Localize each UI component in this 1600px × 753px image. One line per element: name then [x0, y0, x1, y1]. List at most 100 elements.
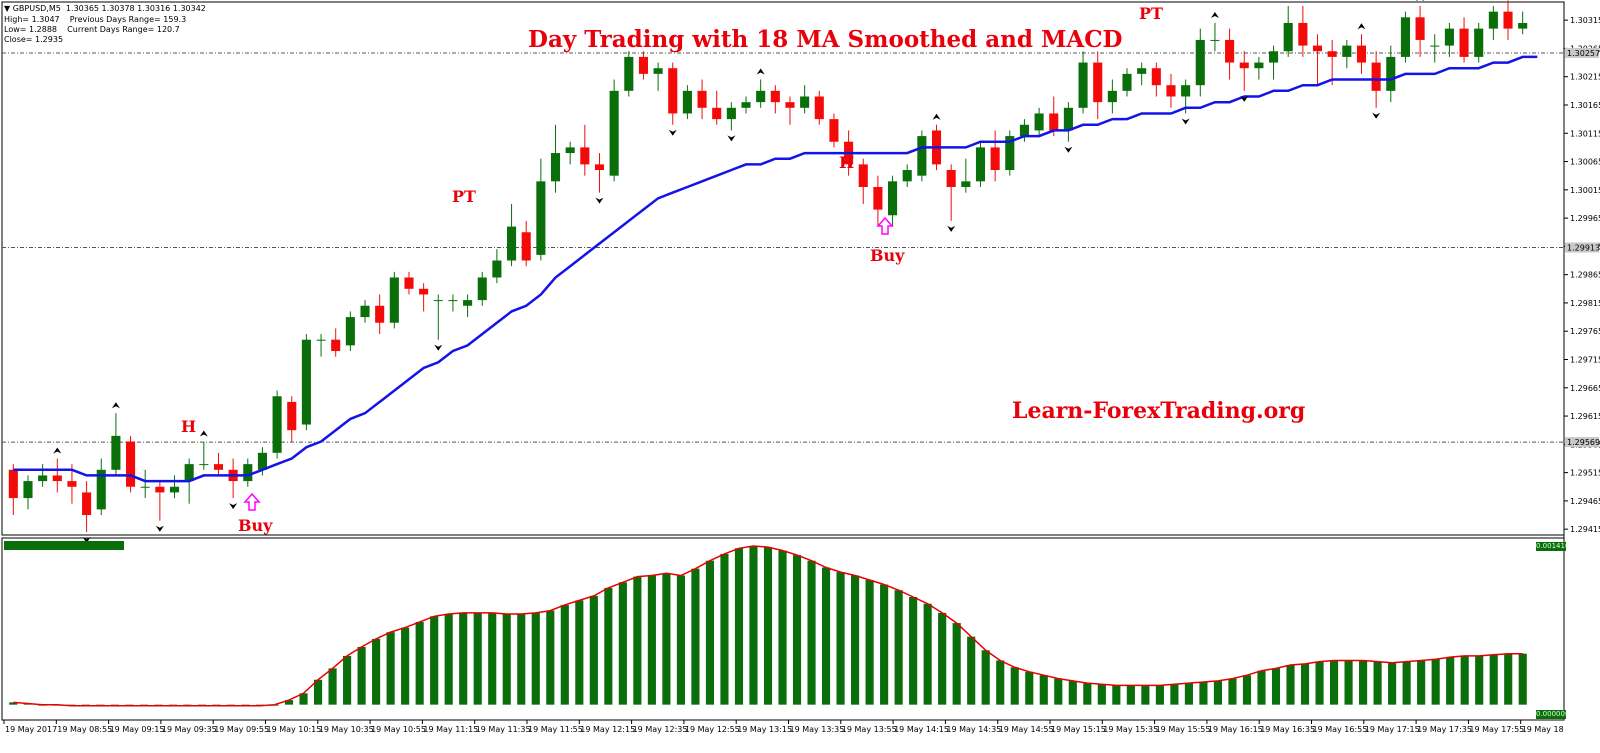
macd-bar [1184, 683, 1193, 705]
bull-candle [1005, 136, 1015, 171]
price-label: 1.29515 [1570, 469, 1600, 478]
time-label: 19 May 17:55 [1469, 725, 1524, 734]
symbol-text: GBPUSD,M5 1.30365 1.30378 1.30316 1.3034… [12, 4, 206, 13]
time-label: 19 May 17:15 [1365, 725, 1420, 734]
buy-label-2: Buy [870, 246, 905, 265]
fractal-up-marker [111, 402, 120, 409]
macd-bar [1402, 661, 1411, 705]
chart-close-line: Close= 1.2935 [4, 35, 63, 45]
macd-bar [343, 655, 352, 705]
fractal-down-marker [434, 344, 443, 351]
fractal-down-marker [595, 197, 604, 204]
macd-bar [386, 632, 395, 705]
macd-bar [459, 612, 468, 705]
bear-candle [67, 481, 77, 487]
bear-candle [873, 186, 883, 210]
bear-candle [375, 305, 385, 323]
time-label: 19 May 08:55 [57, 725, 112, 734]
bear-candle [858, 164, 868, 187]
bull-candle [902, 170, 912, 182]
macd-bar [880, 584, 889, 705]
macd-bar [1155, 685, 1164, 705]
buy-arrow-icon [243, 492, 261, 511]
price-label: 1.30015 [1570, 186, 1600, 195]
pt-label-2: PT [1139, 4, 1163, 23]
bear-candle [1225, 39, 1235, 63]
macd-bar [1359, 660, 1368, 705]
macd-indicator-label: MACD(12,26,9) 0.00079 0.00081 [4, 541, 124, 550]
bear-candle [1312, 45, 1323, 52]
macd-bar [531, 612, 540, 705]
bull-candle [463, 300, 473, 306]
bear-candle [1415, 17, 1425, 40]
bear-candle [1239, 62, 1249, 69]
price-axis: 1.303151.302651.302151.301651.301151.300… [1564, 16, 1600, 534]
macd-bar [807, 560, 816, 705]
macd-bar [1504, 653, 1513, 705]
level-tag [1565, 242, 1599, 253]
fractal-down-marker [727, 135, 736, 142]
bear-candle [1459, 28, 1469, 57]
bear-candle [785, 102, 795, 108]
macd-bar [967, 636, 976, 705]
bull-candle [199, 464, 209, 466]
chart-low-line: Low= 1.2888 Current Days Range= 120.7 [4, 25, 180, 35]
bull-candle [389, 277, 399, 323]
bull-candle [653, 68, 663, 74]
time-label: 19 May 13:35 [790, 725, 845, 734]
macd-zero-label: 0.000000 [1536, 710, 1566, 719]
fractal-up-marker [53, 447, 62, 454]
price-label: 1.29465 [1570, 497, 1600, 506]
bull-candle [975, 147, 986, 182]
macd-bar [575, 600, 584, 705]
fractal-markers [53, 0, 1425, 543]
bull-candle [243, 464, 253, 482]
macd-bar [865, 580, 874, 705]
macd-bar [894, 590, 903, 705]
macd-histogram [9, 546, 1527, 706]
time-label: 19 May 09:55 [214, 725, 269, 734]
macd-bar [1141, 685, 1150, 705]
price-label: 1.29815 [1570, 299, 1600, 308]
bull-candle [550, 153, 561, 182]
macd-signal-line [13, 545, 1523, 707]
price-label: 1.29415 [1570, 525, 1600, 534]
macd-bar [1126, 685, 1135, 705]
time-label: 19 May 18 [1522, 725, 1564, 734]
chart-symbol-line: ▼ GBPUSD,M5 1.30365 1.30378 1.30316 1.30… [4, 4, 206, 13]
time-label: 19 May 16:15 [1208, 725, 1263, 734]
bear-candle [213, 464, 224, 470]
macd-bar [662, 573, 671, 705]
high-text: High= 1.3047 [4, 15, 60, 24]
bull-candle [111, 435, 121, 470]
macd-bar [763, 547, 773, 705]
fractal-down-marker [229, 503, 238, 510]
time-label: 19 May 14:15 [894, 725, 949, 734]
macd-bar [401, 627, 410, 705]
bull-candle [272, 396, 282, 453]
bull-candle [448, 300, 458, 302]
macd-bar [1460, 655, 1469, 705]
macd-bar [821, 567, 831, 705]
bull-candle [726, 107, 736, 120]
macd-bar [1242, 675, 1252, 705]
macd-bar [1054, 678, 1063, 705]
macd-bar [1097, 684, 1106, 705]
macd-bar [1417, 660, 1426, 705]
bear-candle [82, 492, 92, 516]
macd-bar [546, 610, 555, 705]
fractal-down-marker [668, 129, 677, 136]
fractal-down-marker [82, 537, 91, 543]
time-label: 19 May 10:55 [371, 725, 426, 734]
bear-candle [1049, 113, 1059, 131]
bear-candle [668, 68, 678, 114]
macd-bar [1112, 685, 1121, 705]
prev-range-text: Previous Days Range= 159.3 [69, 15, 187, 24]
bear-candle [1166, 85, 1176, 97]
macd-bar [1228, 678, 1237, 705]
bull-candle [800, 96, 810, 108]
macd-bar [357, 646, 366, 705]
bear-candle [1151, 68, 1161, 86]
macd-bar [1083, 683, 1092, 705]
